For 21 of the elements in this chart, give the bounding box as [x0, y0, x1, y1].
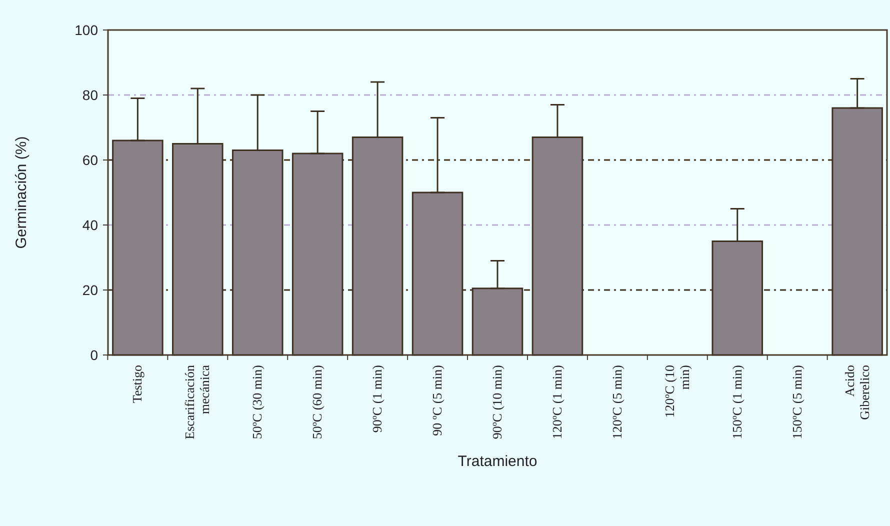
y-tick-label: 80: [82, 86, 98, 103]
x-tick-label: Testigo: [130, 365, 145, 404]
y-tick-label: 100: [74, 22, 98, 38]
y-tick-label: 0: [90, 346, 98, 363]
x-tick-label: 90 ºC (5 min): [430, 365, 445, 436]
x-tick-label: 50ºC (60 min): [310, 365, 325, 440]
x-tick-label: 120ºC (5 min): [609, 365, 624, 440]
y-tick-label: 40: [82, 216, 98, 233]
x-tick-label: 90ºC (1 min): [370, 365, 385, 433]
x-tick-label: Escarificación mecánica: [182, 364, 212, 440]
x-tick-label: 120ºC (10 min): [662, 365, 692, 418]
x-axis-title: Tratamiento: [458, 453, 538, 470]
x-tick-label: 90ºC (10 min): [490, 365, 504, 440]
y-tick-label: 20: [82, 282, 98, 298]
x-tick-label: 120ºC (1 min): [549, 365, 564, 440]
y-tick-label: 60: [82, 152, 98, 168]
x-tick-label: 50ºC (30 min): [250, 365, 265, 440]
x-tick-label: 150ºC (1 min): [729, 365, 744, 440]
x-tick-label: Acido Giberelico: [842, 365, 872, 420]
x-tick-label: 150ºC (5 min): [789, 365, 804, 440]
y-axis-title: Germinación (%): [13, 136, 30, 249]
